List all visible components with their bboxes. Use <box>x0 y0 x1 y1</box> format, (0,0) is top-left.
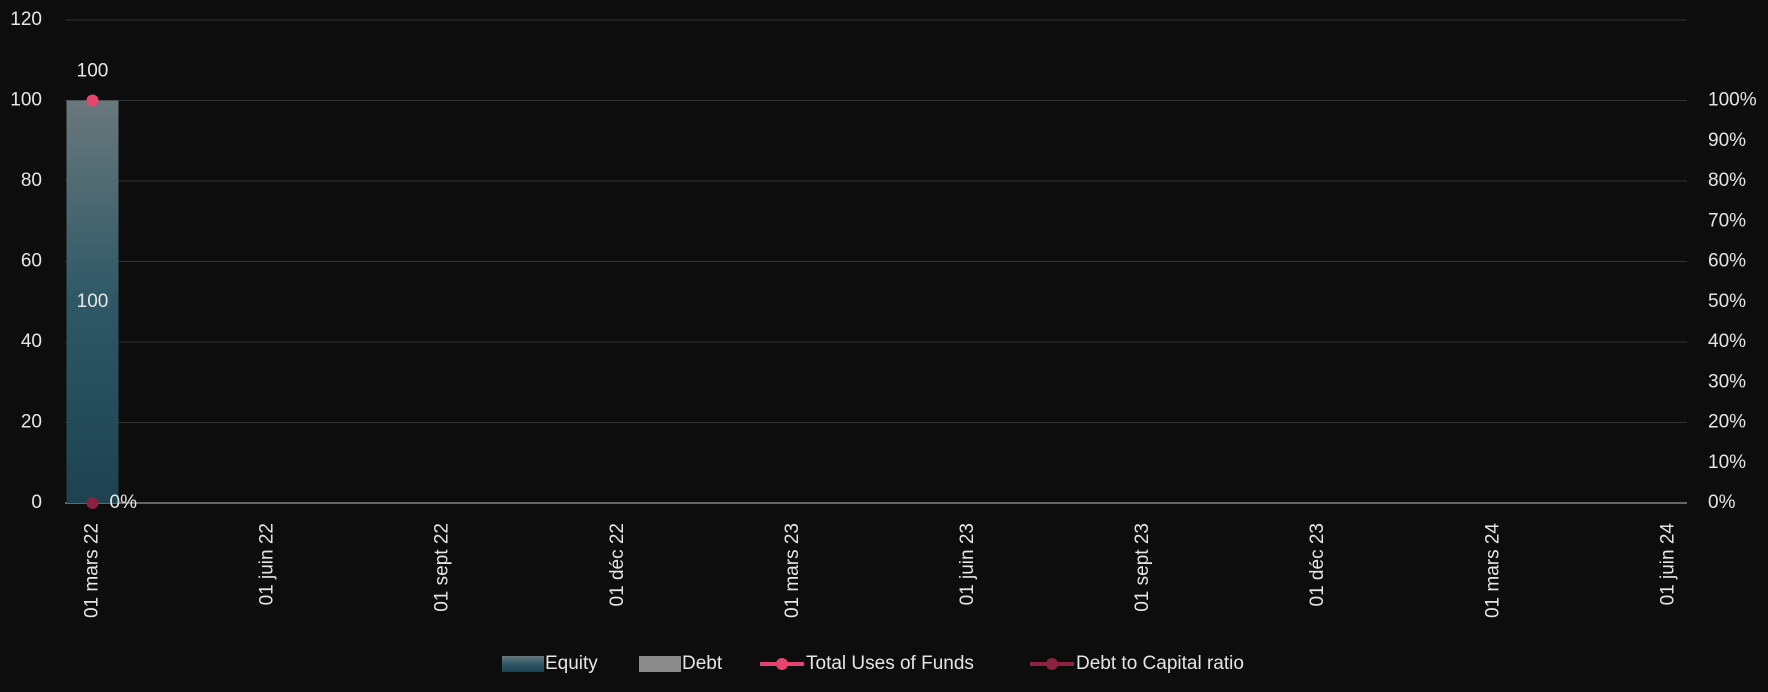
y-tick-label: 20 <box>21 412 42 433</box>
y2-tick-label: 50% <box>1708 291 1746 312</box>
x-tick-label: 01 mars 22 <box>82 523 103 618</box>
line-point <box>86 497 99 509</box>
legend-swatch <box>1046 658 1058 670</box>
y2-tick-label: 90% <box>1708 130 1746 151</box>
x-tick-label: 01 déc 22 <box>607 523 628 606</box>
x-tick-label: 01 déc 23 <box>1307 523 1328 606</box>
y2-tick-label: 20% <box>1708 412 1746 433</box>
legend-label: Equity <box>545 653 598 674</box>
y2-tick-label: 10% <box>1708 452 1746 473</box>
x-tick-label: 01 juin 24 <box>1657 523 1678 606</box>
legend-swatch <box>639 656 681 672</box>
y2-tick-label: 60% <box>1708 251 1746 272</box>
x-tick-label: 01 juin 22 <box>257 523 278 605</box>
x-tick-label: 01 mars 24 <box>1482 523 1503 618</box>
data-label: 100 <box>77 61 109 82</box>
legend-swatch <box>776 658 788 670</box>
line-point <box>86 94 99 107</box>
data-label: 100 <box>77 291 109 312</box>
legend-swatch <box>502 656 544 672</box>
y2-tick-label: 0% <box>1708 492 1736 513</box>
y-tick-label: 120 <box>10 9 42 30</box>
x-tick-label: 01 sept 23 <box>1132 523 1153 612</box>
legend-label: Debt to Capital ratio <box>1076 653 1244 674</box>
y-tick-label: 60 <box>21 251 42 272</box>
y2-tick-label: 70% <box>1708 210 1746 231</box>
y-tick-label: 80 <box>21 170 42 191</box>
y2-tick-label: 100% <box>1708 90 1757 111</box>
legend-label: Total Uses of Funds <box>806 653 974 674</box>
y-tick-label: 100 <box>10 90 42 111</box>
y-tick-label: 40 <box>21 331 42 352</box>
x-tick-label: 01 sept 22 <box>432 523 453 612</box>
y2-tick-label: 30% <box>1708 371 1746 392</box>
y-tick-label: 0 <box>31 492 42 513</box>
y2-tick-label: 40% <box>1708 331 1746 352</box>
y2-tick-label: 80% <box>1708 170 1746 191</box>
data-label: 0% <box>110 492 138 513</box>
bar <box>66 100 119 503</box>
legend-label: Debt <box>682 653 723 674</box>
x-tick-label: 01 juin 23 <box>957 523 978 605</box>
x-tick-label: 01 mars 23 <box>782 523 803 618</box>
